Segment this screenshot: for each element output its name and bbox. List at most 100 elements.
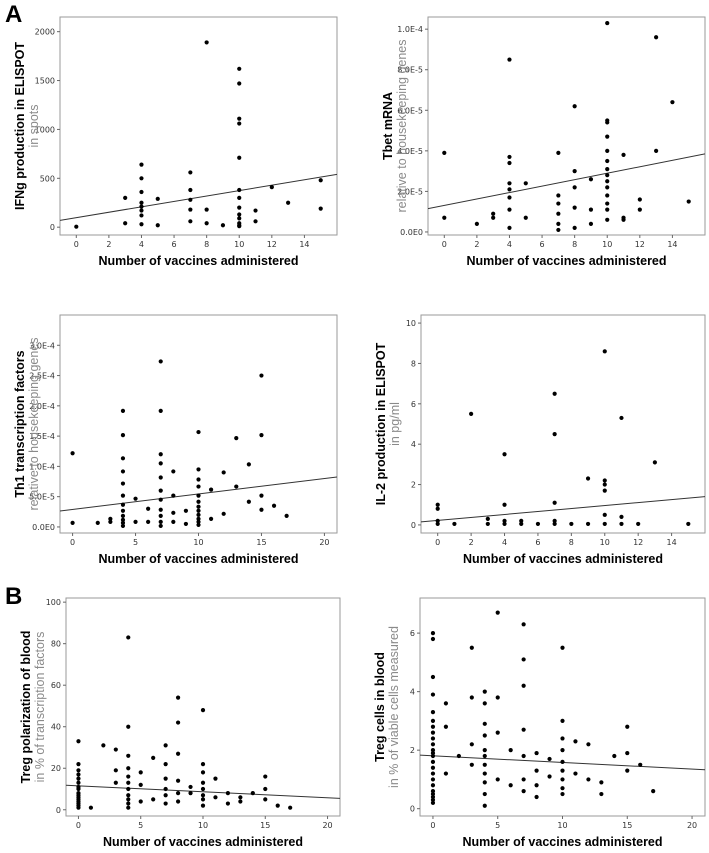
data-point <box>435 506 440 511</box>
y-tick-label: 2 <box>410 746 415 755</box>
data-point <box>158 513 163 518</box>
data-point <box>556 201 561 206</box>
data-point <box>234 484 239 489</box>
data-point <box>560 718 565 723</box>
data-point <box>507 57 512 62</box>
data-point <box>220 223 226 228</box>
y-tick-label: 4 <box>411 440 416 449</box>
y-tick-label: 1.0E-4 <box>397 25 423 34</box>
data-point <box>76 739 81 744</box>
data-point <box>534 768 539 773</box>
y-tick-label: 40 <box>51 723 61 732</box>
data-point <box>430 771 436 776</box>
data-point <box>163 801 168 806</box>
x-tick-label: 20 <box>319 538 329 547</box>
data-point <box>221 511 226 516</box>
data-point <box>108 516 113 521</box>
data-point <box>237 212 242 217</box>
data-point <box>95 520 100 526</box>
data-point <box>155 223 160 228</box>
data-point <box>605 193 610 198</box>
data-point <box>133 519 138 524</box>
x-tick-label: 4 <box>507 240 512 249</box>
data-point <box>237 205 242 210</box>
data-point <box>200 780 206 785</box>
data-point <box>200 786 206 792</box>
data-point <box>572 169 577 174</box>
y-tick-label: 2.0E-4 <box>29 402 55 411</box>
data-point <box>183 521 189 527</box>
data-point <box>556 150 561 155</box>
data-point <box>253 208 258 213</box>
data-point <box>237 66 242 71</box>
y-tick-label: 5.0E-5 <box>29 493 55 502</box>
data-point <box>133 496 138 501</box>
data-point <box>237 187 242 193</box>
data-point <box>588 221 594 226</box>
data-point <box>196 477 201 482</box>
data-point <box>76 776 81 781</box>
data-point <box>625 724 630 729</box>
data-point <box>430 783 436 788</box>
data-point <box>452 521 457 527</box>
y-tick-label: 8.0E-5 <box>397 66 423 75</box>
x-tick-label: 10 <box>198 821 208 830</box>
data-point <box>126 797 131 802</box>
data-point <box>430 759 436 764</box>
data-point <box>491 211 496 216</box>
data-point <box>158 497 163 502</box>
data-point <box>234 436 239 441</box>
data-point <box>253 219 258 224</box>
data-point <box>76 805 81 810</box>
data-point <box>286 200 291 205</box>
x-tick-label: 8 <box>572 240 577 249</box>
data-point <box>196 512 201 517</box>
x-tick-label: 0 <box>430 821 435 830</box>
data-point <box>113 768 118 773</box>
data-point <box>237 116 242 121</box>
data-point <box>482 803 487 808</box>
x-tick-label: 6 <box>535 538 540 547</box>
data-point <box>495 695 500 700</box>
data-point <box>123 221 128 226</box>
data-point <box>188 219 193 224</box>
data-point <box>259 493 264 498</box>
plot-frame <box>419 597 706 817</box>
y-tick-label: 0.0E0 <box>400 228 423 237</box>
data-point <box>430 730 436 735</box>
x-tick-label: 5 <box>133 538 138 547</box>
data-point <box>120 502 126 507</box>
data-point <box>474 221 479 226</box>
x-tick-label: 0 <box>442 240 447 249</box>
data-point <box>491 215 496 220</box>
data-point <box>588 177 594 182</box>
data-point <box>196 508 201 513</box>
x-tick-label: 4 <box>502 538 507 547</box>
data-point <box>636 521 641 527</box>
data-point <box>482 748 487 753</box>
data-point <box>572 185 577 190</box>
data-point <box>188 187 193 193</box>
data-point <box>430 789 436 794</box>
data-point <box>521 622 526 627</box>
data-point <box>158 461 163 466</box>
data-point <box>430 710 436 715</box>
data-point <box>221 470 226 475</box>
x-tick-label: 8 <box>204 240 209 249</box>
data-point <box>443 701 449 706</box>
data-point <box>585 476 591 481</box>
data-point <box>485 521 490 527</box>
data-point <box>670 100 675 105</box>
data-point <box>196 429 201 435</box>
y-tick-label: 0 <box>56 806 61 815</box>
panel-label-a: A <box>5 1 22 28</box>
data-point <box>507 207 512 212</box>
x-tick-label: 10 <box>600 538 610 547</box>
data-point <box>158 507 163 512</box>
data-point <box>163 793 168 798</box>
y-tick-label: 0 <box>410 805 415 814</box>
y-tick-label: 6 <box>411 400 416 409</box>
data-point <box>171 469 176 474</box>
x-tick-label: 10 <box>234 240 244 249</box>
